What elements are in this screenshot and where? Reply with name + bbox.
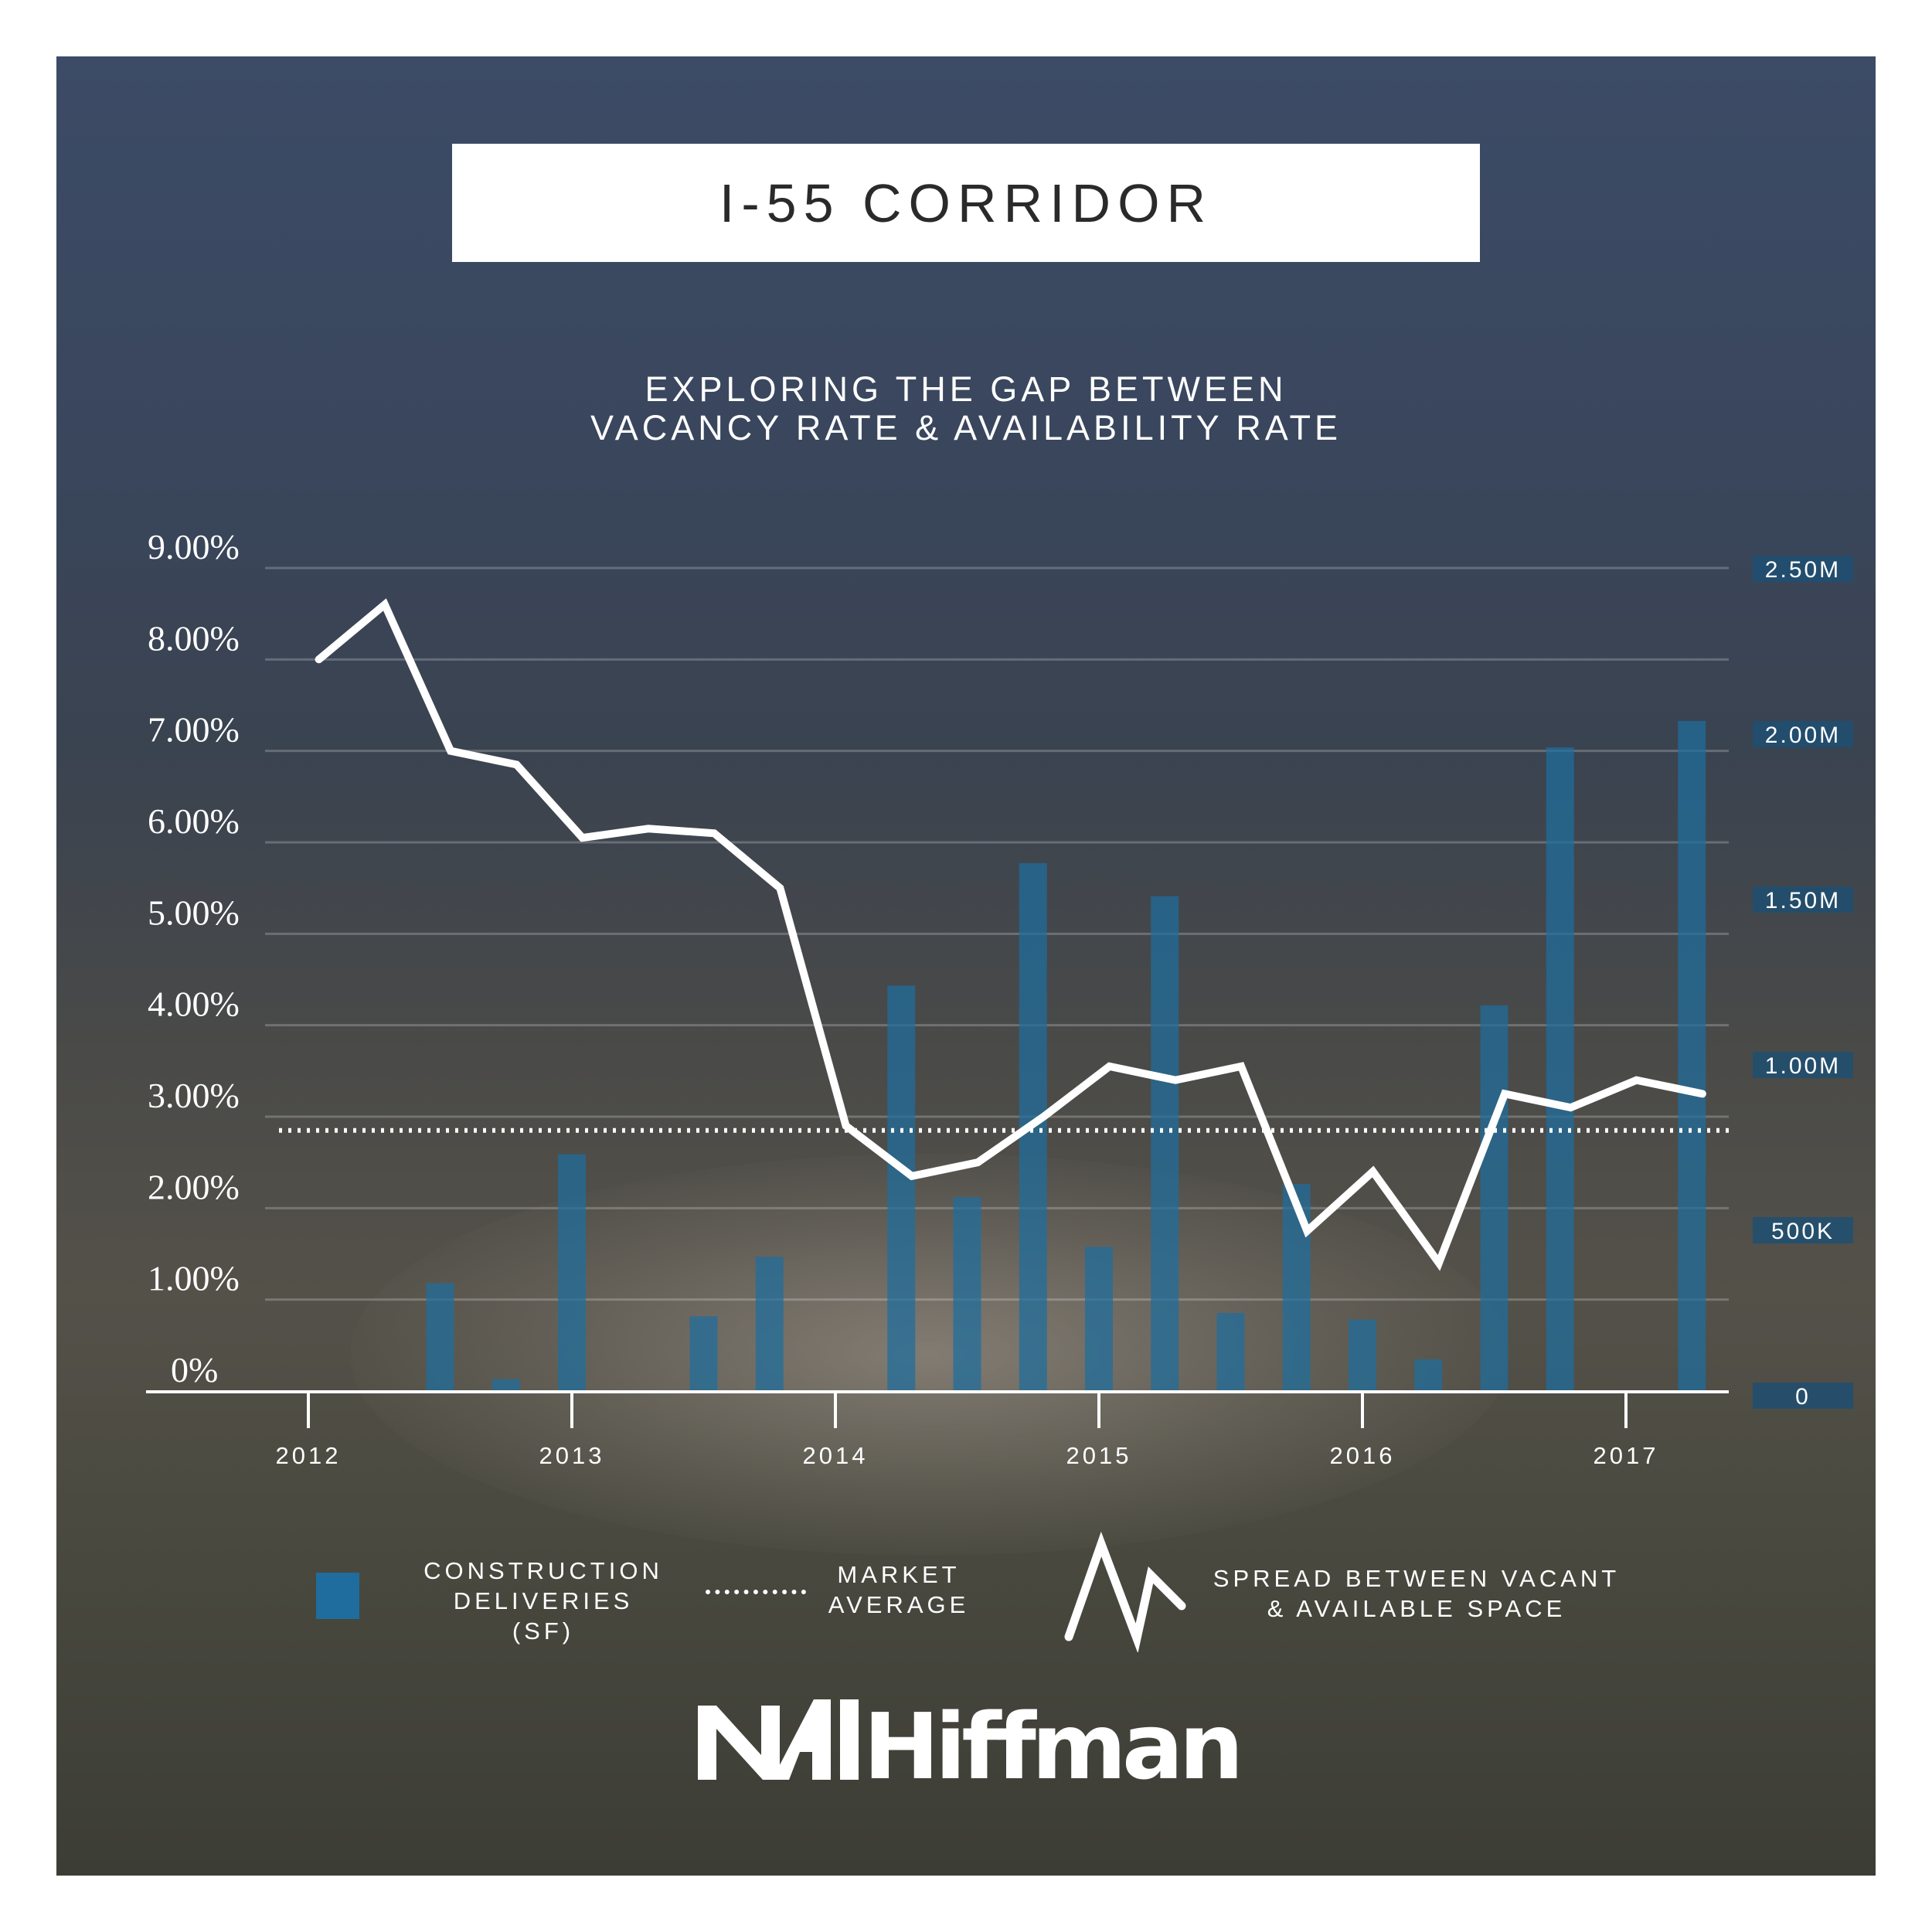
y-left-tick-label: 0% bbox=[171, 1350, 218, 1389]
chart: 0% 1.00% 2.00% 3.00% 4.00% 5.00% 6.00% 7.00% 8.0… bbox=[146, 527, 1853, 1469]
spread-line bbox=[315, 598, 1706, 1271]
y-right-tick-label: 1.50M bbox=[1765, 888, 1841, 913]
bar bbox=[1414, 1359, 1443, 1391]
legend-spread-label: SPREAD BETWEEN VACANT & AVAILABLE SPACE bbox=[1213, 1565, 1621, 1622]
bar bbox=[953, 1197, 981, 1391]
y-right-tick-bg bbox=[1753, 1383, 1853, 1409]
bar bbox=[1546, 747, 1574, 1391]
bar bbox=[1085, 1247, 1113, 1391]
legend-market-label: MARKET AVERAGE bbox=[828, 1561, 970, 1618]
legend-bar-swatch bbox=[316, 1573, 359, 1619]
y-right-tick-bg bbox=[1753, 1217, 1853, 1243]
bar bbox=[1349, 1319, 1376, 1391]
bar bbox=[1282, 1184, 1311, 1391]
x-tick-label: 2012 bbox=[276, 1442, 342, 1469]
x-tick-label: 2015 bbox=[1066, 1442, 1132, 1469]
y-right-tick-bg bbox=[1753, 721, 1853, 747]
y-right-tick-label: 2.50M bbox=[1765, 557, 1841, 583]
x-tick-label: 2013 bbox=[539, 1442, 605, 1469]
legend-construction-label: CONSTRUCTION DELIVERIES (SF) bbox=[423, 1557, 663, 1645]
y-right-tick-bg bbox=[1753, 556, 1853, 582]
bar bbox=[558, 1154, 586, 1391]
bar bbox=[1480, 1005, 1509, 1391]
y-left-tick-label: 5.00% bbox=[148, 893, 240, 932]
y-right-tick-label: 1.00M bbox=[1765, 1053, 1841, 1079]
y-right-tick-label: 2.00M bbox=[1765, 723, 1841, 748]
legend-dotted-line bbox=[706, 1590, 806, 1594]
subtitle-line-1: EXPLORING THE GAP BETWEEN bbox=[645, 369, 1287, 409]
legend-zigzag-icon bbox=[1064, 1531, 1186, 1652]
y-left-tick-label: 1.00% bbox=[148, 1259, 240, 1298]
bar bbox=[689, 1316, 718, 1391]
x-tick-label: 2014 bbox=[803, 1442, 869, 1469]
bar bbox=[492, 1379, 520, 1391]
y-left-tick-label: 3.00% bbox=[148, 1076, 240, 1115]
title-box: I-55 CORRIDOR bbox=[452, 144, 1480, 262]
y-left-tick-label: 8.00% bbox=[148, 618, 240, 658]
y-left-tick-label: 7.00% bbox=[148, 710, 240, 750]
y-left-tick-label: 6.00% bbox=[148, 801, 240, 841]
y-right-tick-label: 500K bbox=[1771, 1219, 1835, 1244]
bar bbox=[1678, 720, 1706, 1391]
y-right-tick-label: 0 bbox=[1795, 1384, 1811, 1410]
y-left-tick-label: 2.00% bbox=[148, 1167, 240, 1206]
y-right-tick-bg bbox=[1753, 1052, 1853, 1078]
infographic-panel: I-55 CORRIDOR EXPLORING THE GAP BETWEEN … bbox=[56, 56, 1876, 1876]
y-right-tick-bg bbox=[1753, 886, 1853, 913]
page-title: I-55 CORRIDOR bbox=[719, 172, 1213, 233]
svg-text:Hiffman: Hiffman bbox=[863, 1693, 1239, 1786]
bar bbox=[1151, 896, 1179, 1391]
subtitle-line-2: VACANCY RATE & AVAILABILITY RATE bbox=[590, 408, 1342, 447]
y-left-tick-label: 4.00% bbox=[148, 985, 240, 1024]
nai-hiffman-logo: Hiffman bbox=[698, 1693, 1243, 1786]
y-left-tick-label: 9.00% bbox=[148, 527, 240, 566]
bar bbox=[887, 985, 916, 1391]
x-tick-label: 2017 bbox=[1594, 1442, 1659, 1469]
bar bbox=[1216, 1313, 1245, 1391]
bar bbox=[755, 1257, 784, 1391]
x-tick-label: 2016 bbox=[1330, 1442, 1396, 1469]
bar bbox=[426, 1283, 454, 1391]
